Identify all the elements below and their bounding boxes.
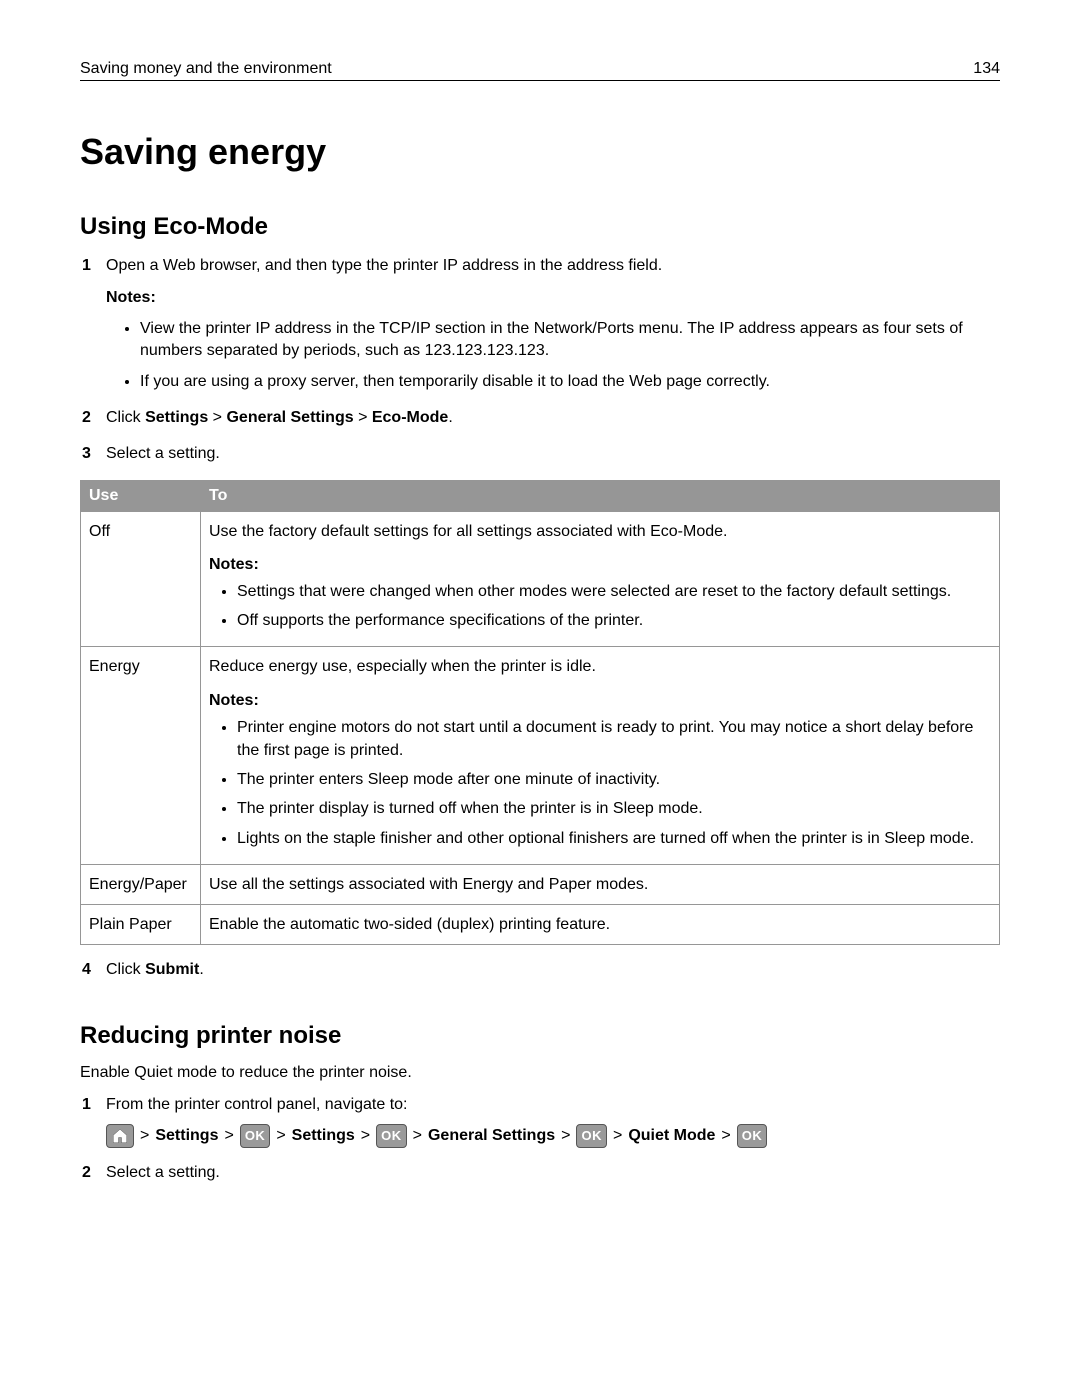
ok-icon: OK <box>240 1124 271 1148</box>
energy-note: Lights on the staple finisher and other … <box>237 827 991 850</box>
use-plain-paper: Plain Paper <box>81 904 201 944</box>
nav-sep: > <box>361 1125 370 1147</box>
off-notes-list: Settings that were changed when other mo… <box>209 580 991 632</box>
nav-sep: > <box>276 1125 285 1147</box>
nav-sep: > <box>561 1125 570 1147</box>
eco-mode-heading: Using Eco-Mode <box>80 213 1000 241</box>
ok-icon: OK <box>376 1124 407 1148</box>
step-4: Click Submit. <box>106 959 1000 981</box>
to-plain-paper: Enable the automatic two-sided (duplex) … <box>201 904 1000 944</box>
nav-sep: > <box>224 1125 233 1147</box>
noise-heading: Reducing printer noise <box>80 1022 1000 1050</box>
document-page: Saving money and the environment 134 Sav… <box>0 0 1080 1258</box>
step-2-general: General Settings <box>226 409 353 426</box>
home-icon <box>106 1124 134 1148</box>
nav-sep: > <box>721 1125 730 1147</box>
notes-label: Notes: <box>106 287 1000 309</box>
step-4-prefix: Click <box>106 961 145 978</box>
step-3: Select a setting. <box>106 443 1000 465</box>
step-2: Click Settings > General Settings > Eco-… <box>106 407 1000 429</box>
sep: > <box>208 409 226 426</box>
nav-settings-1: Settings <box>155 1125 218 1147</box>
ok-icon: OK <box>737 1124 768 1148</box>
energy-note: The printer enters Sleep mode after one … <box>237 768 991 791</box>
table-row: Off Use the factory default settings for… <box>81 511 1000 647</box>
step-1-text: Open a Web browser, and then type the pr… <box>106 257 662 274</box>
step-1-note: If you are using a proxy server, then te… <box>140 371 1000 393</box>
nav-sep: > <box>140 1125 149 1147</box>
table-row: Energy Reduce energy use, especially whe… <box>81 647 1000 864</box>
energy-note: The printer display is turned off when t… <box>237 797 991 820</box>
energy-notes-list: Printer engine motors do not start until… <box>209 716 991 850</box>
nav-general-settings: General Settings <box>428 1125 555 1147</box>
off-desc: Use the factory default settings for all… <box>209 523 727 540</box>
energy-notes-label: Notes: <box>209 689 991 712</box>
to-energy-paper: Use all the settings associated with Ene… <box>201 864 1000 904</box>
noise-step-2: Select a setting. <box>106 1162 1000 1184</box>
nav-path: > Settings > OK > Settings > OK > Genera… <box>106 1124 1000 1148</box>
eco-mode-steps: Open a Web browser, and then type the pr… <box>80 255 1000 466</box>
table-row: Energy/Paper Use all the settings associ… <box>81 864 1000 904</box>
table-header-use: Use <box>81 480 201 511</box>
off-notes-label: Notes: <box>209 553 991 576</box>
step-2-suffix: . <box>448 409 452 426</box>
nav-settings-2: Settings <box>292 1125 355 1147</box>
step-2-settings: Settings <box>145 409 208 426</box>
off-note: Settings that were changed when other mo… <box>237 580 991 603</box>
use-energy-paper: Energy/Paper <box>81 864 201 904</box>
step-1-note: View the printer IP address in the TCP/I… <box>140 318 1000 363</box>
off-note: Off supports the performance specificati… <box>237 609 991 632</box>
nav-sep: > <box>413 1125 422 1147</box>
to-energy: Reduce energy use, especially when the p… <box>201 647 1000 864</box>
noise-steps: From the printer control panel, navigate… <box>80 1094 1000 1185</box>
sep: > <box>354 409 372 426</box>
noise-step-1-text: From the printer control panel, navigate… <box>106 1096 408 1113</box>
nav-sep: > <box>613 1125 622 1147</box>
energy-desc: Reduce energy use, especially when the p… <box>209 658 596 675</box>
page-title: Saving energy <box>80 131 1000 173</box>
step-4-submit: Submit <box>145 961 199 978</box>
ok-icon: OK <box>576 1124 607 1148</box>
eco-mode-table: Use To Off Use the factory default setti… <box>80 480 1000 945</box>
step-4-suffix: . <box>199 961 203 978</box>
step-2-prefix: Click <box>106 409 145 426</box>
energy-note: Printer engine motors do not start until… <box>237 716 991 762</box>
table-row: Plain Paper Enable the automatic two-sid… <box>81 904 1000 944</box>
header-section-title: Saving money and the environment <box>80 60 332 78</box>
noise-intro: Enable Quiet mode to reduce the printer … <box>80 1064 1000 1082</box>
step-2-ecomode: Eco-Mode <box>372 409 448 426</box>
to-off: Use the factory default settings for all… <box>201 511 1000 647</box>
use-off: Off <box>81 511 201 647</box>
noise-step-1: From the printer control panel, navigate… <box>106 1094 1000 1148</box>
step-1: Open a Web browser, and then type the pr… <box>106 255 1000 393</box>
eco-mode-steps-cont: Click Submit. <box>80 959 1000 981</box>
use-energy: Energy <box>81 647 201 864</box>
step-1-notes-list: View the printer IP address in the TCP/I… <box>106 318 1000 393</box>
table-header-to: To <box>201 480 1000 511</box>
header-page-number: 134 <box>973 60 1000 78</box>
nav-quiet-mode: Quiet Mode <box>628 1125 715 1147</box>
page-header: Saving money and the environment 134 <box>80 60 1000 81</box>
